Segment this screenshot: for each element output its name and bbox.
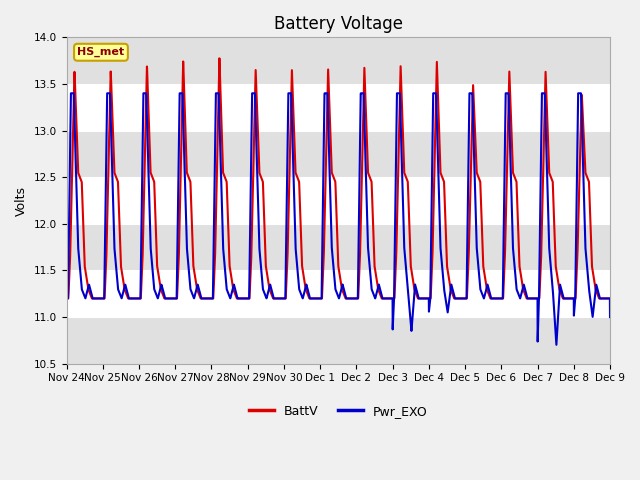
- Pwr_EXO: [606, 314, 614, 320]
- Bar: [67, 317, 610, 364]
- Bar: [67, 37, 610, 84]
- Pwr_EXO: [430, 90, 438, 96]
- BattV: [216, 55, 223, 61]
- Pwr_EXO: [491, 296, 499, 301]
- BattV: [318, 295, 326, 301]
- Pwr_EXO: [460, 296, 468, 301]
- Pwr_EXO: [67, 90, 75, 96]
- Pwr_EXO: [318, 269, 326, 275]
- BattV: [460, 296, 468, 301]
- Y-axis label: Volts: Volts: [15, 186, 28, 216]
- Title: Battery Voltage: Battery Voltage: [274, 15, 403, 33]
- Bar: [67, 131, 610, 177]
- BattV: [430, 186, 438, 192]
- Line: BattV: BattV: [67, 58, 610, 299]
- Bar: [67, 84, 610, 131]
- Pwr_EXO: [552, 342, 560, 348]
- Pwr_EXO: [161, 293, 168, 299]
- BattV: [161, 295, 168, 301]
- BattV: [606, 296, 614, 301]
- BattV: [605, 296, 613, 301]
- Bar: [67, 224, 610, 270]
- Pwr_EXO: [63, 296, 70, 301]
- Pwr_EXO: [605, 296, 613, 301]
- BattV: [491, 296, 499, 301]
- Text: HS_met: HS_met: [77, 47, 125, 58]
- Legend: BattV, Pwr_EXO: BattV, Pwr_EXO: [244, 400, 433, 423]
- BattV: [63, 296, 70, 301]
- Bar: [67, 177, 610, 224]
- Line: Pwr_EXO: Pwr_EXO: [67, 93, 610, 345]
- Bar: [67, 270, 610, 317]
